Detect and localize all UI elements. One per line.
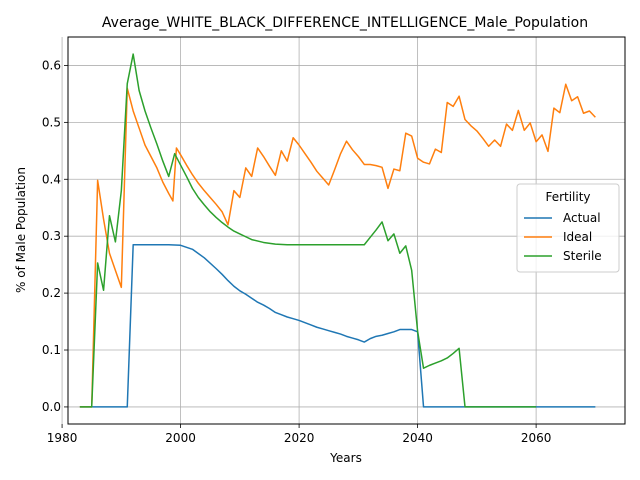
y-tick-label: 0.6	[42, 58, 61, 72]
legend-label-ideal: Ideal	[563, 230, 592, 244]
y-tick-label: 0.1	[42, 343, 61, 357]
series-line-sterile	[79, 53, 537, 408]
x-tick-label: 2000	[165, 431, 196, 445]
legend-box	[516, 183, 620, 273]
series-line-actual	[79, 243, 596, 408]
chart-title: Average_WHITE_BLACK_DIFFERENCE_INTELLIGE…	[102, 15, 588, 31]
y-tick-label: 0.5	[42, 115, 61, 129]
x-tick-label: 2020	[284, 431, 315, 445]
legend-label-actual: Actual	[563, 211, 601, 225]
x-axis-label: Years	[329, 451, 362, 465]
y-tick-label: 0.3	[42, 229, 61, 243]
series-lines	[79, 53, 596, 408]
legend: Fertility Actual Ideal Sterile	[516, 183, 620, 273]
y-tick-label: 0.4	[42, 172, 61, 186]
series-line-ideal	[79, 83, 596, 408]
legend-entries: Actual Ideal Sterile	[524, 211, 602, 263]
plot-frame	[67, 36, 626, 425]
x-tick-label: 2040	[402, 431, 433, 445]
x-tick-label: 2060	[521, 431, 552, 445]
legend-label-sterile: Sterile	[563, 249, 602, 263]
y-tick-label: 0.0	[42, 400, 61, 414]
legend-title: Fertility	[545, 190, 590, 204]
y-tick-label: 0.2	[42, 286, 61, 300]
grid	[61, 37, 625, 424]
y-axis-label: % of Male Population	[14, 167, 28, 293]
axis-ticks: 1980 2000 2020 2040 2060 0.0 0.1 0.2 0.3 0.4 0.5 0.…	[42, 58, 551, 445]
x-tick-label: 1980	[47, 431, 78, 445]
